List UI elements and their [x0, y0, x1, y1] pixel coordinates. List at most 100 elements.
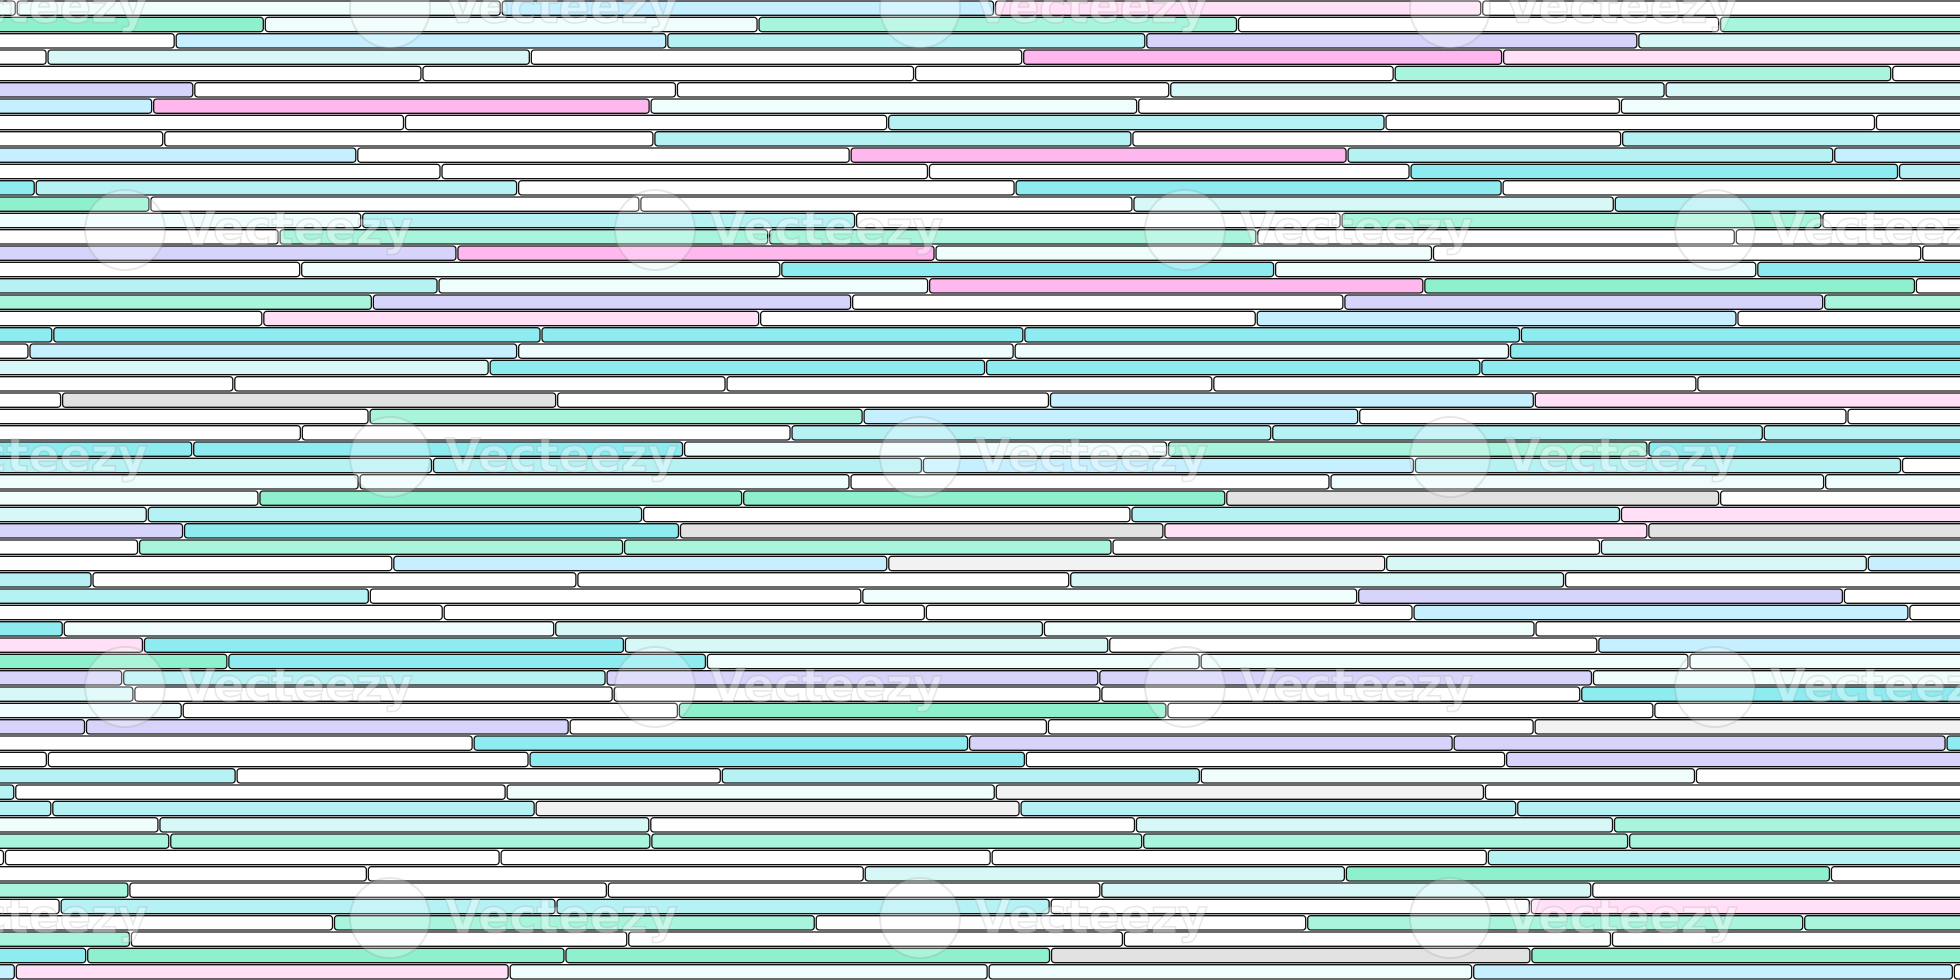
bar — [1481, 359, 1960, 376]
watermark: Vecteezy — [445, 0, 678, 34]
bar — [1050, 947, 1531, 964]
bar — [143, 637, 625, 653]
bar — [264, 16, 758, 33]
bar — [1804, 915, 1960, 931]
bar — [1487, 849, 1960, 866]
bar — [0, 229, 279, 245]
bar — [1024, 327, 1521, 343]
bar — [1484, 784, 1960, 800]
bar — [0, 572, 92, 588]
bar — [63, 621, 555, 637]
bar — [1413, 604, 1909, 621]
bar — [606, 670, 1099, 686]
bar — [0, 147, 357, 163]
bar — [530, 49, 1023, 65]
bar — [642, 506, 1131, 523]
bar — [1592, 882, 1960, 898]
watermark: Vecteezy — [180, 659, 413, 713]
bar — [1648, 523, 1960, 539]
bar — [640, 196, 1133, 212]
bar — [61, 392, 557, 408]
watermark: Vecteezy — [710, 659, 943, 713]
bar — [52, 800, 535, 817]
bar — [0, 588, 369, 604]
bar — [1892, 65, 1960, 82]
bar — [29, 343, 518, 359]
bar — [1050, 898, 1530, 915]
bar — [1101, 882, 1592, 898]
bar — [529, 751, 1026, 768]
bar — [1167, 441, 1648, 457]
bar — [404, 114, 888, 131]
bar — [1023, 49, 1503, 65]
bar — [183, 523, 680, 539]
bar — [333, 915, 815, 931]
bar — [1509, 343, 1960, 359]
bar — [53, 327, 541, 343]
bar — [0, 621, 63, 637]
bar — [1757, 261, 1960, 278]
bar — [535, 800, 1020, 817]
bar — [1898, 163, 1960, 180]
watermark-logo — [1144, 189, 1226, 271]
bar — [781, 261, 1275, 278]
bar — [1531, 947, 1960, 964]
bar — [1237, 16, 1720, 33]
bar — [175, 33, 667, 49]
bar — [985, 359, 1481, 376]
bar — [1414, 457, 1902, 474]
bar — [1648, 441, 1960, 457]
bar — [1112, 539, 1601, 555]
bar — [47, 49, 530, 65]
bar — [850, 147, 1347, 163]
bar — [0, 523, 184, 539]
bar — [359, 474, 850, 490]
bar — [357, 147, 850, 163]
bar — [1047, 719, 1534, 735]
bar — [994, 0, 1482, 16]
bar — [1530, 898, 1960, 915]
bar — [15, 964, 509, 980]
bar — [0, 735, 473, 751]
bar — [1697, 376, 1960, 392]
watermark: Vecteezy — [180, 202, 413, 256]
watermark-logo — [614, 189, 696, 271]
bar — [1534, 392, 1960, 408]
bar — [85, 719, 569, 735]
bar — [147, 506, 643, 523]
bar — [150, 196, 640, 212]
bar — [1307, 915, 1804, 931]
bar — [541, 327, 1024, 343]
bar — [1505, 751, 1960, 768]
watermark-logo — [879, 0, 961, 49]
bar — [557, 392, 1050, 408]
watermark: Vecteezy — [1240, 659, 1473, 713]
bar — [1689, 653, 1960, 670]
bar — [1909, 604, 1960, 621]
bar — [1654, 702, 1960, 719]
watermark: Vecteezy — [710, 202, 943, 256]
watermarks: Vecteezy Vecteezy Vecteezy Vecteezy Vecteezy… — [0, 0, 1960, 959]
bar — [501, 0, 995, 16]
bar — [0, 245, 457, 261]
bar — [0, 604, 443, 621]
bar — [679, 523, 1164, 539]
bar — [1101, 686, 1581, 702]
watermark: Vecteezy — [975, 429, 1208, 483]
bar — [1502, 49, 1960, 65]
watermark: Vecteezy — [1505, 429, 1738, 483]
bar — [676, 82, 1170, 98]
bar — [1824, 474, 1960, 490]
watermark: Vecteezy — [0, 0, 148, 34]
bar — [0, 490, 259, 506]
bar — [850, 474, 1330, 490]
bar — [0, 114, 405, 131]
watermark: Vecteezy — [1505, 890, 1738, 944]
bar — [1049, 392, 1534, 408]
bar — [0, 931, 131, 947]
bar — [1146, 33, 1638, 49]
bar — [170, 833, 651, 849]
bar — [1922, 245, 1960, 261]
bar — [0, 131, 164, 147]
